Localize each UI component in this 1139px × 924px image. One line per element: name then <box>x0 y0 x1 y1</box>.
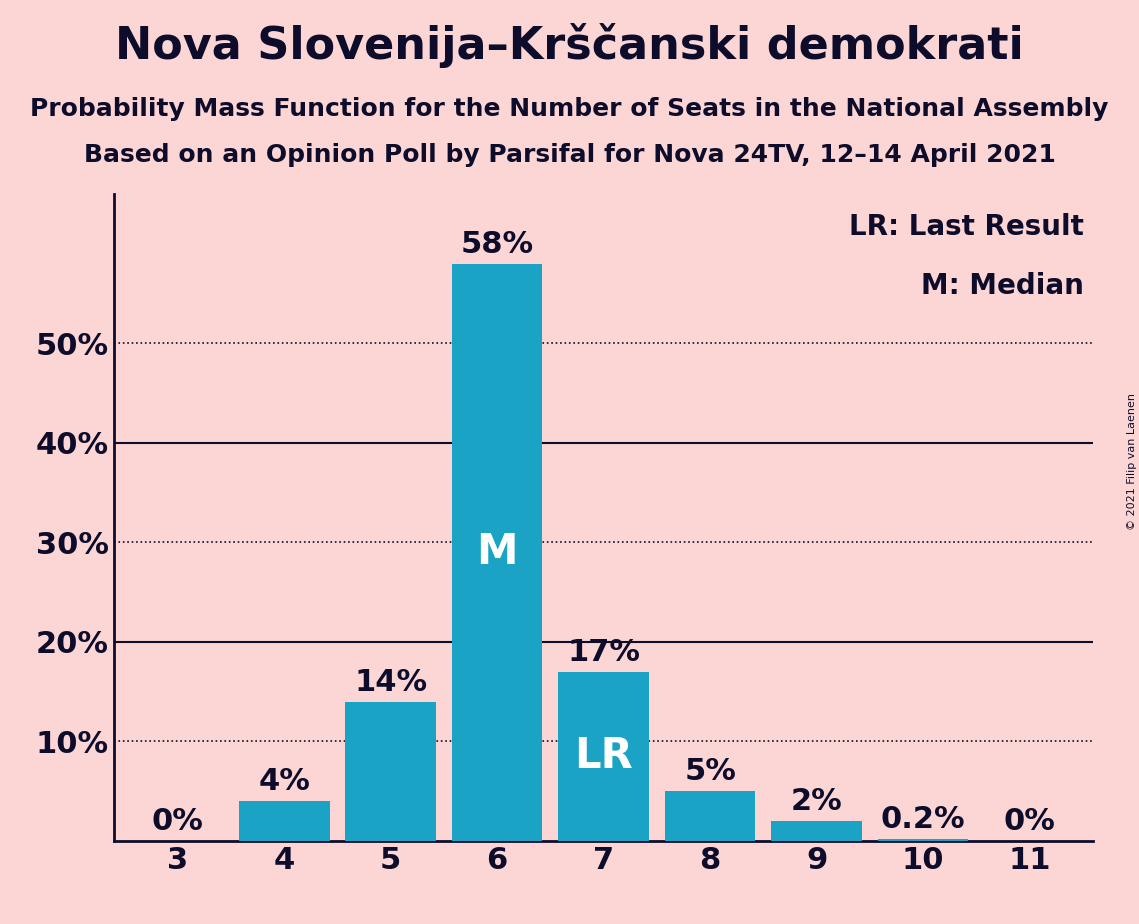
Text: LR: Last Result: LR: Last Result <box>849 213 1083 241</box>
Text: Nova Slovenija–Krščanski demokrati: Nova Slovenija–Krščanski demokrati <box>115 23 1024 68</box>
Text: LR: LR <box>574 736 633 777</box>
Bar <box>452 263 542 841</box>
Text: 4%: 4% <box>259 767 310 796</box>
Text: 0%: 0% <box>151 807 204 836</box>
Text: 5%: 5% <box>685 757 736 786</box>
Text: Probability Mass Function for the Number of Seats in the National Assembly: Probability Mass Function for the Number… <box>31 97 1108 121</box>
Bar <box>239 801 329 841</box>
Text: 0.2%: 0.2% <box>880 805 966 833</box>
Text: 58%: 58% <box>460 230 534 259</box>
Bar <box>345 701 436 841</box>
Text: © 2021 Filip van Laenen: © 2021 Filip van Laenen <box>1126 394 1137 530</box>
Bar <box>558 672 649 841</box>
Text: 17%: 17% <box>567 638 640 667</box>
Text: Based on an Opinion Poll by Parsifal for Nova 24TV, 12–14 April 2021: Based on an Opinion Poll by Parsifal for… <box>83 143 1056 167</box>
Bar <box>665 791 755 841</box>
Text: M: M <box>476 531 518 573</box>
Text: 0%: 0% <box>1003 807 1056 836</box>
Bar <box>771 821 862 841</box>
Bar <box>878 839 968 841</box>
Text: 2%: 2% <box>790 787 843 816</box>
Text: 14%: 14% <box>354 667 427 697</box>
Text: M: Median: M: Median <box>920 272 1083 299</box>
